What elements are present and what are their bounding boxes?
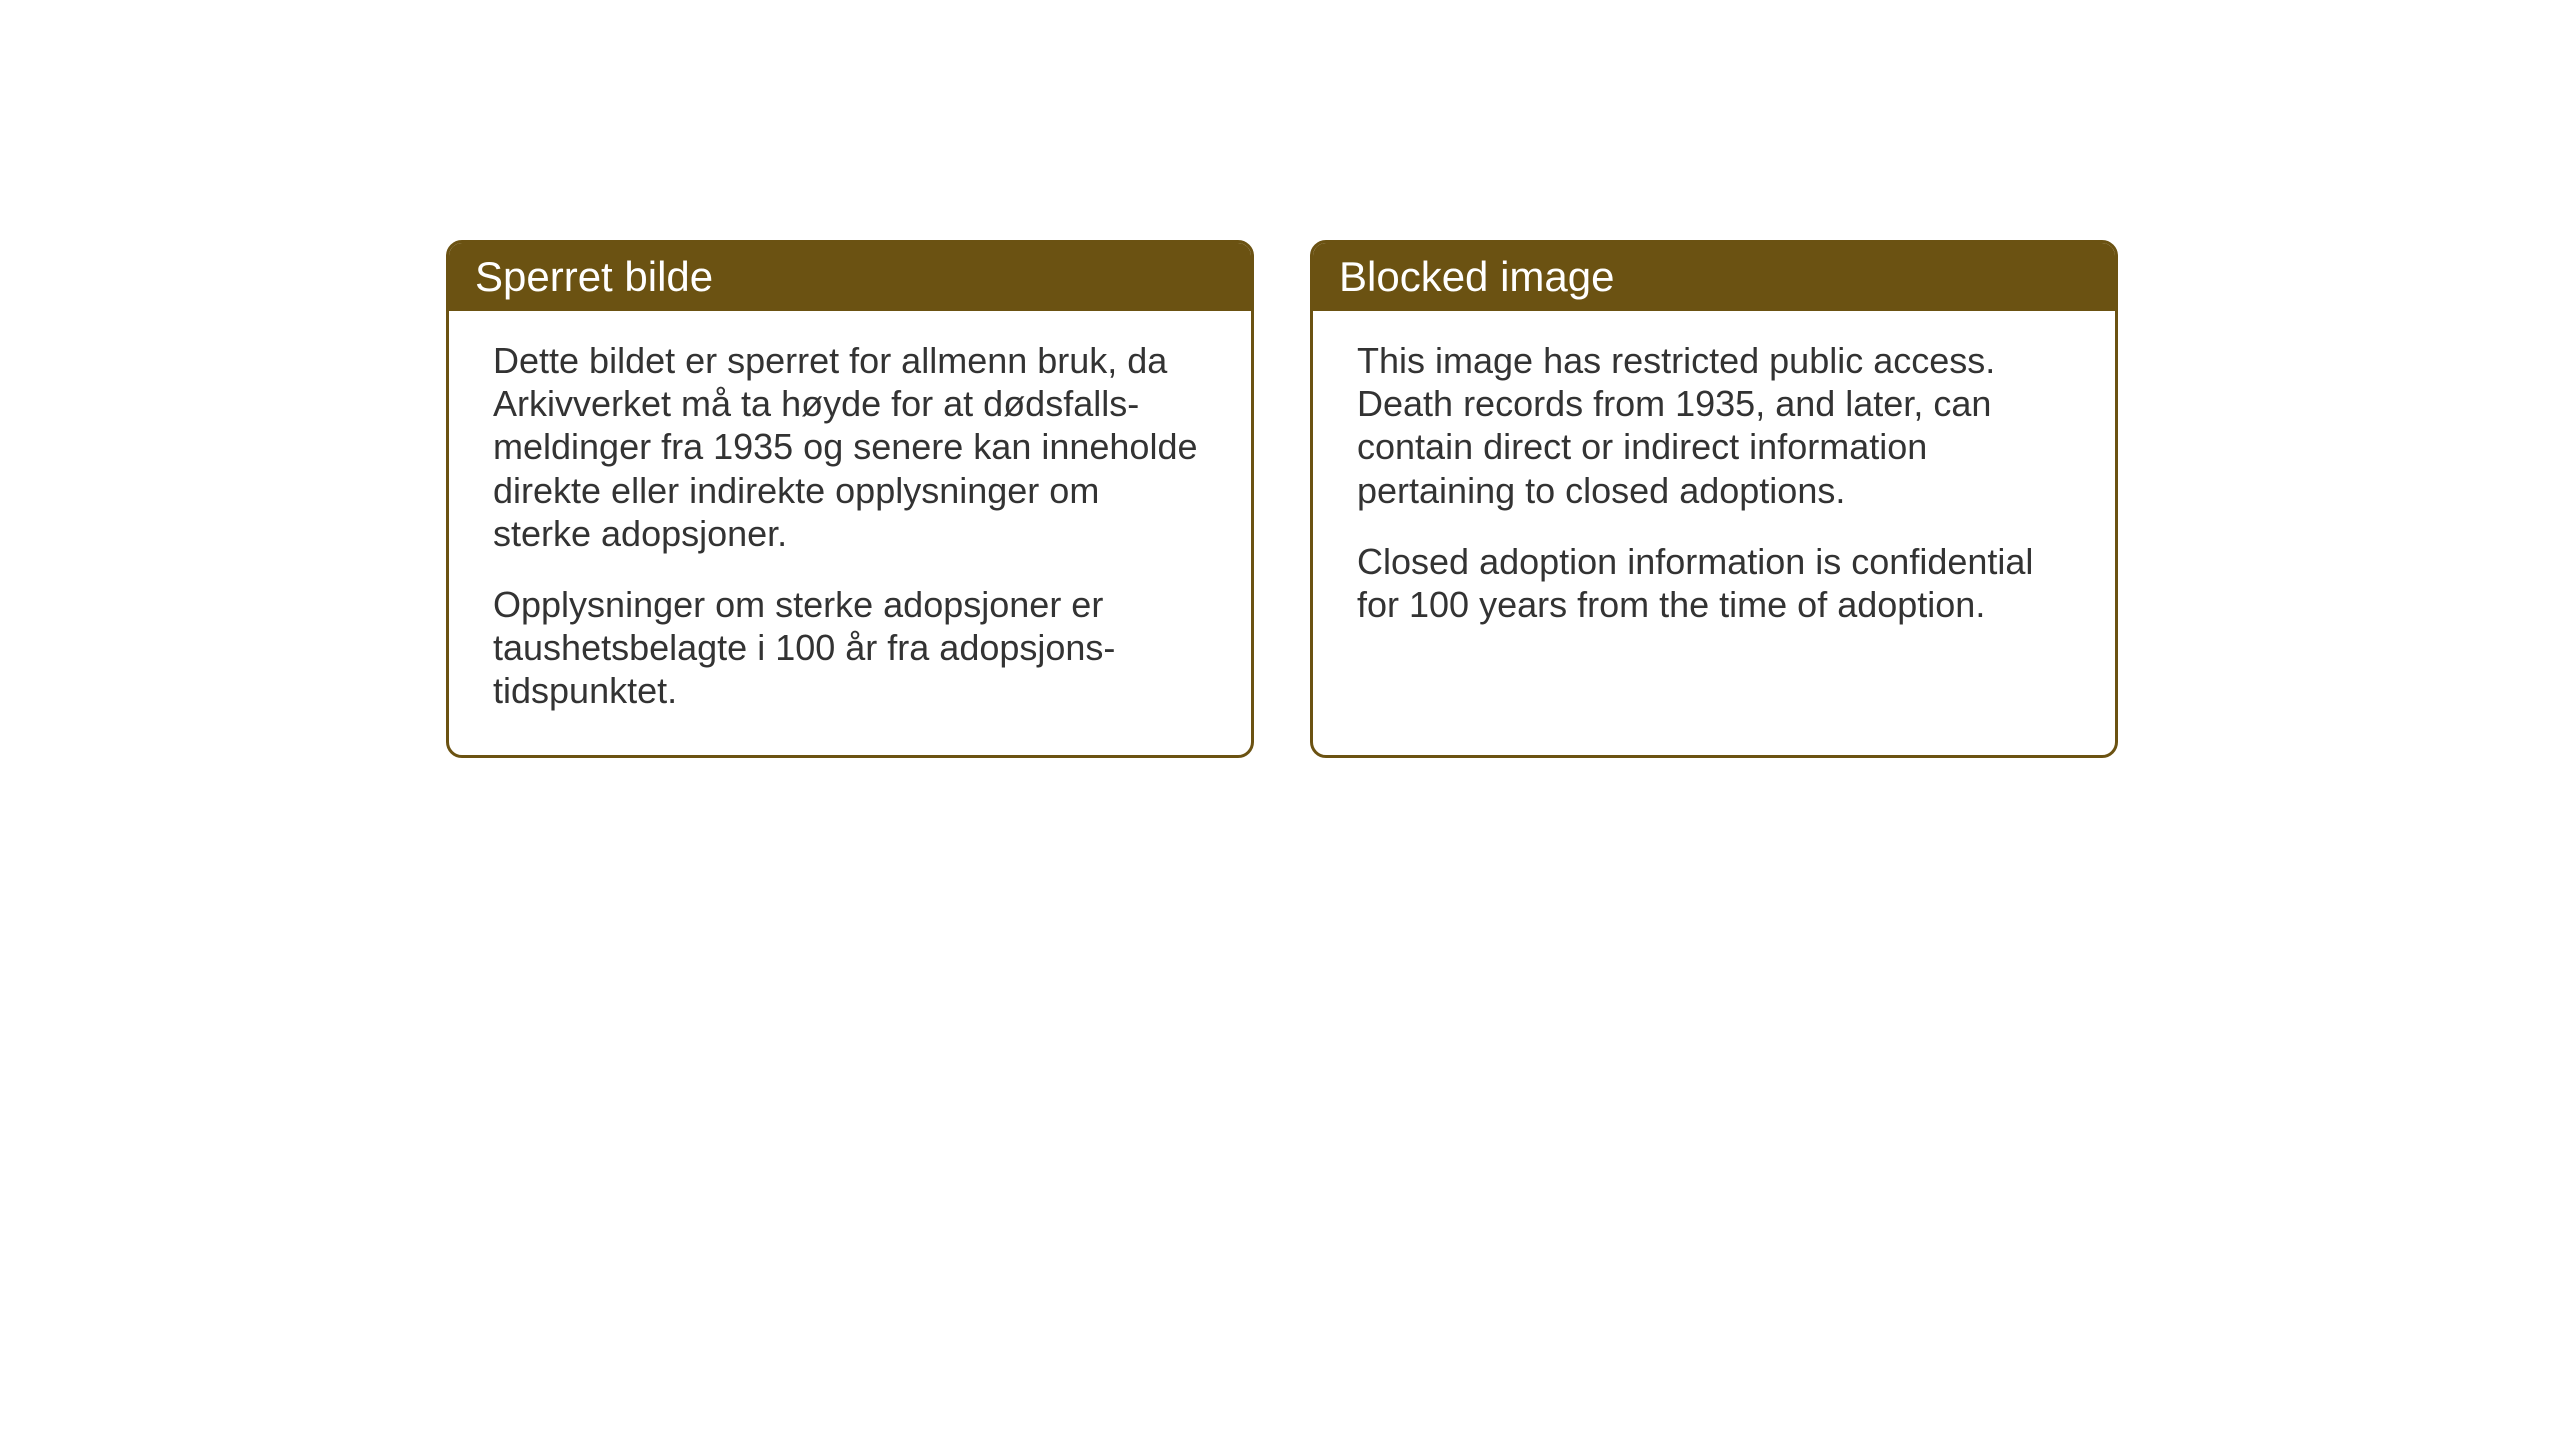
card-paragraph-2: Closed adoption information is confident… xyxy=(1357,540,2071,626)
card-title: Sperret bilde xyxy=(475,253,713,300)
notice-cards-container: Sperret bilde Dette bildet er sperret fo… xyxy=(446,240,2118,758)
card-paragraph-1: Dette bildet er sperret for allmenn bruk… xyxy=(493,339,1207,555)
card-paragraph-1: This image has restricted public access.… xyxy=(1357,339,2071,512)
notice-card-norwegian: Sperret bilde Dette bildet er sperret fo… xyxy=(446,240,1254,758)
card-paragraph-2: Opplysninger om sterke adopsjoner er tau… xyxy=(493,583,1207,713)
card-body-norwegian: Dette bildet er sperret for allmenn bruk… xyxy=(449,311,1251,755)
notice-card-english: Blocked image This image has restricted … xyxy=(1310,240,2118,758)
card-title: Blocked image xyxy=(1339,253,1614,300)
card-header-english: Blocked image xyxy=(1313,243,2115,311)
card-header-norwegian: Sperret bilde xyxy=(449,243,1251,311)
card-body-english: This image has restricted public access.… xyxy=(1313,311,2115,668)
